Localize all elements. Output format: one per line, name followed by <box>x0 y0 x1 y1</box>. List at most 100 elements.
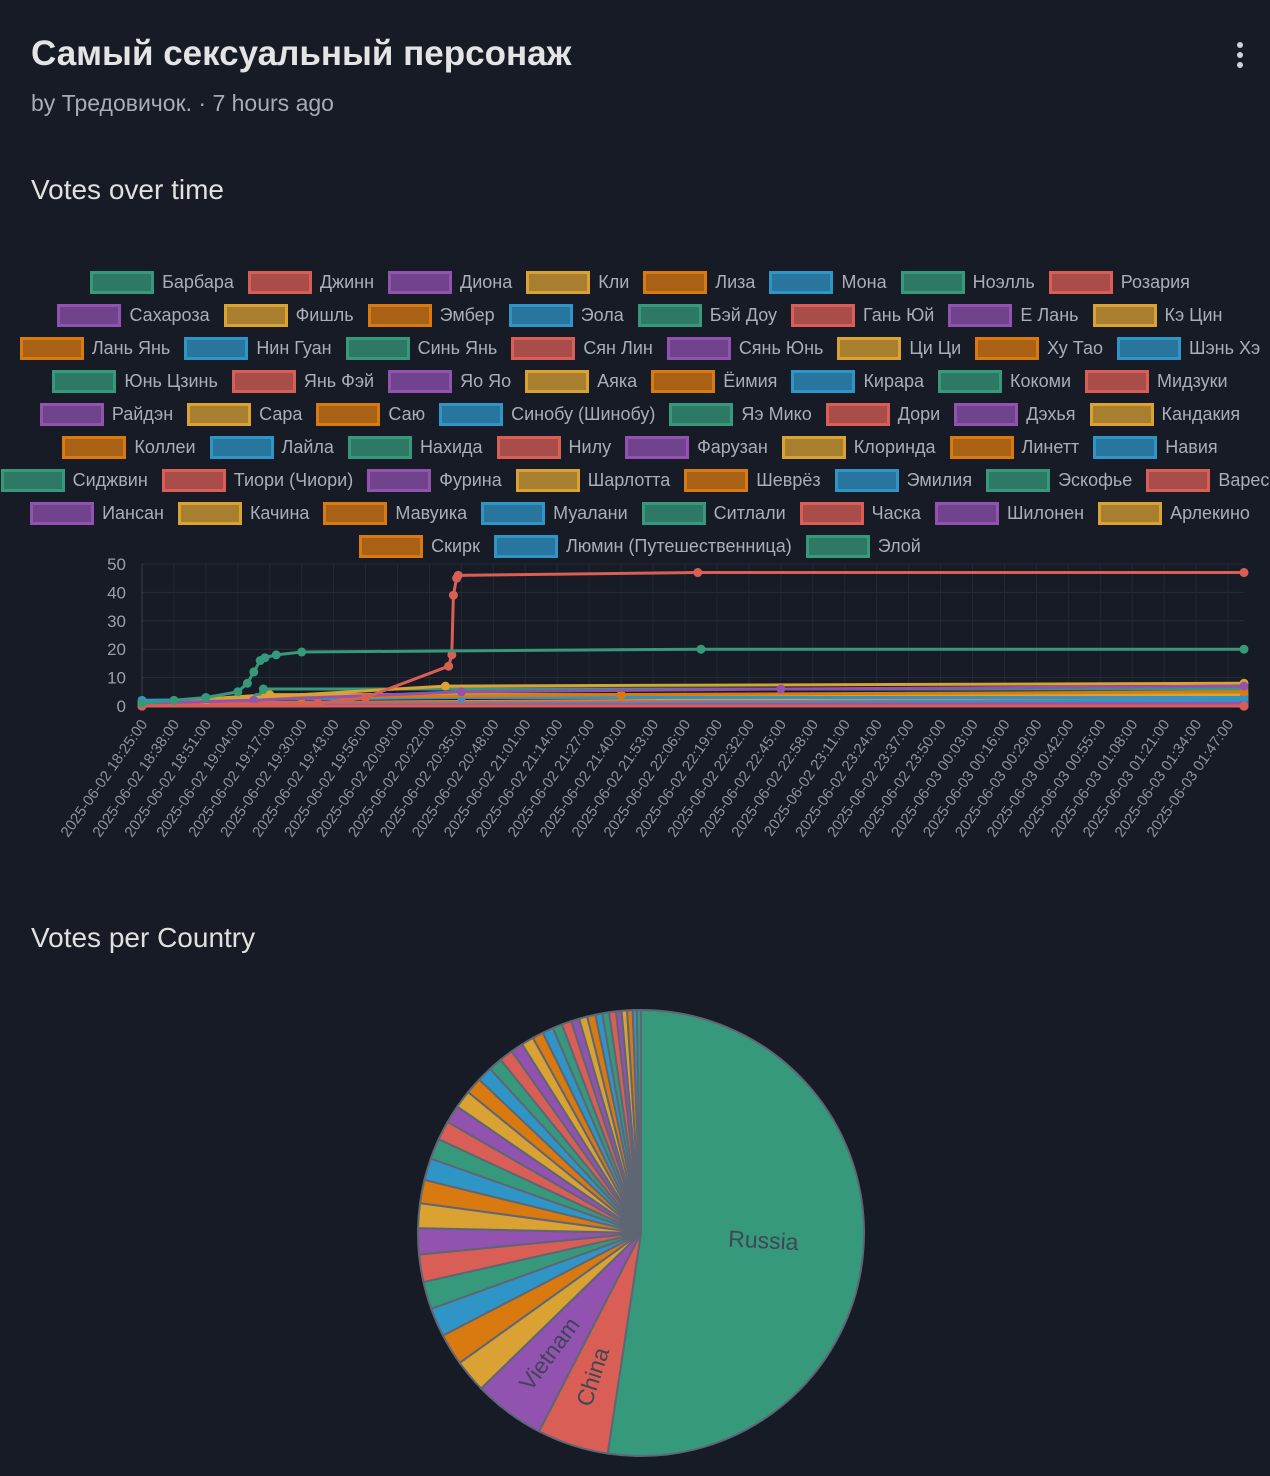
legend-item[interactable]: Качина <box>177 502 309 525</box>
legend-item[interactable]: Клоринда <box>781 436 936 459</box>
legend-item[interactable]: Саю <box>316 403 425 426</box>
legend-item[interactable]: Ноэлль <box>900 271 1035 294</box>
legend-item[interactable]: Линетт <box>949 436 1079 459</box>
legend-item[interactable]: Скирк <box>359 535 480 558</box>
data-point[interactable] <box>249 695 259 705</box>
pie-slice[interactable] <box>606 1008 865 1457</box>
legend-item[interactable]: Шарлотта <box>515 469 670 492</box>
data-point[interactable] <box>297 647 307 657</box>
legend-item[interactable]: Дори <box>825 403 940 426</box>
legend-item[interactable]: Кирара <box>791 370 924 393</box>
legend-item[interactable]: Кокоми <box>938 370 1071 393</box>
legend-item[interactable]: Диона <box>388 271 512 294</box>
legend-item[interactable]: Коллеи <box>62 436 196 459</box>
legend-item[interactable]: Розария <box>1048 271 1190 294</box>
legend-item[interactable]: Сянь Юнь <box>666 337 823 360</box>
data-point[interactable] <box>440 681 450 691</box>
vertical-ellipsis-icon[interactable] <box>1228 42 1252 72</box>
legend-item[interactable]: Эмбер <box>367 304 495 327</box>
data-point[interactable] <box>233 687 243 697</box>
data-point[interactable] <box>249 667 259 677</box>
data-point[interactable] <box>1239 701 1249 711</box>
data-point[interactable] <box>453 570 463 580</box>
legend-item[interactable]: Мидзуки <box>1085 370 1228 393</box>
line-series[interactable] <box>137 644 1249 708</box>
data-point[interactable] <box>1239 568 1249 578</box>
legend-item[interactable]: Кэ Цин <box>1092 304 1223 327</box>
data-point[interactable] <box>696 644 706 654</box>
legend-item[interactable]: Сара <box>187 403 302 426</box>
legend-item[interactable]: Нахида <box>347 436 483 459</box>
legend-item[interactable]: Нин Гуан <box>184 337 332 360</box>
legend-item[interactable]: Синобу (Шинобу) <box>439 403 655 426</box>
data-point[interactable] <box>260 653 270 663</box>
pie-slice[interactable] <box>635 1008 642 1234</box>
legend-item[interactable]: Эола <box>508 304 624 327</box>
legend-item[interactable]: Вареса <box>1146 469 1270 492</box>
data-point[interactable] <box>447 650 457 660</box>
data-point[interactable] <box>271 650 281 660</box>
legend-item[interactable]: Синь Янь <box>345 337 497 360</box>
legend-item[interactable]: Кандакия <box>1089 403 1240 426</box>
legend-item[interactable]: Шилонен <box>934 502 1084 525</box>
data-point[interactable] <box>616 690 626 700</box>
data-point[interactable] <box>456 687 466 697</box>
legend-item[interactable]: Сиджвин <box>0 469 148 492</box>
legend-item[interactable]: Люмин (Путешественница) <box>493 535 792 558</box>
legend-item[interactable]: Ёимия <box>651 370 777 393</box>
legend-item[interactable]: Ситлали <box>641 502 786 525</box>
data-point[interactable] <box>1239 681 1249 691</box>
data-point[interactable] <box>242 678 252 688</box>
legend-item[interactable]: Эмилия <box>834 469 972 492</box>
data-point[interactable] <box>361 692 371 702</box>
legend-item[interactable]: Шеврёз <box>684 469 821 492</box>
legend-item[interactable]: Навия <box>1093 436 1218 459</box>
legend-item[interactable]: Дэхья <box>954 403 1076 426</box>
line-series[interactable] <box>137 568 1249 711</box>
legend-item[interactable]: Юнь Цзинь <box>52 370 218 393</box>
data-point[interactable] <box>693 568 703 578</box>
legend-item[interactable]: Лиза <box>643 271 755 294</box>
data-point[interactable] <box>444 661 454 671</box>
legend-item[interactable]: Яэ Мико <box>669 403 812 426</box>
legend-item[interactable]: Джинн <box>247 271 374 294</box>
data-point[interactable] <box>169 695 179 705</box>
legend-item[interactable]: Лайла <box>209 436 334 459</box>
legend-item[interactable]: Часка <box>799 502 921 525</box>
legend-item[interactable]: Иансан <box>30 502 164 525</box>
legend-item[interactable]: Элой <box>805 535 921 558</box>
data-point[interactable] <box>1239 644 1249 654</box>
data-point[interactable] <box>448 590 458 600</box>
data-point[interactable] <box>201 692 211 702</box>
legend-item[interactable]: Фарузан <box>625 436 768 459</box>
legend-item[interactable]: Арлекино <box>1098 502 1250 525</box>
line-series[interactable] <box>137 681 1249 708</box>
legend-item[interactable]: Фишль <box>223 304 354 327</box>
legend-item[interactable]: Райдэн <box>39 403 173 426</box>
legend-item[interactable]: Лань Янь <box>19 337 170 360</box>
legend-item[interactable]: Фурина <box>367 469 502 492</box>
legend-item[interactable]: Эскофье <box>986 469 1132 492</box>
data-point[interactable] <box>258 684 268 694</box>
legend-item[interactable]: Муалани <box>481 502 628 525</box>
legend-item[interactable]: Шэнь Хэ <box>1116 337 1260 360</box>
legend-item[interactable]: Ци Ци <box>837 337 961 360</box>
legend-item[interactable]: Барбара <box>90 271 234 294</box>
legend-item[interactable]: Бэй Доу <box>637 304 777 327</box>
legend-item[interactable]: Гань Юй <box>791 304 934 327</box>
legend-item[interactable]: Сян Лин <box>511 337 653 360</box>
legend-item[interactable]: Яо Яо <box>388 370 511 393</box>
legend-item[interactable]: Аяка <box>525 370 637 393</box>
legend-item[interactable]: Ху Тао <box>975 337 1103 360</box>
legend-item[interactable]: Сахароза <box>57 304 210 327</box>
data-point[interactable] <box>313 698 323 708</box>
legend-item[interactable]: Янь Фэй <box>231 370 374 393</box>
legend-item[interactable]: Е Лань <box>948 304 1079 327</box>
legend-item[interactable]: Мона <box>769 271 887 294</box>
legend-item[interactable]: Тиори (Чиори) <box>161 469 353 492</box>
data-point[interactable] <box>776 684 786 694</box>
legend-item[interactable]: Кли <box>526 271 629 294</box>
legend-item[interactable]: Мавуика <box>323 502 467 525</box>
legend-item[interactable]: Нилу <box>496 436 611 459</box>
data-point[interactable] <box>137 698 147 708</box>
